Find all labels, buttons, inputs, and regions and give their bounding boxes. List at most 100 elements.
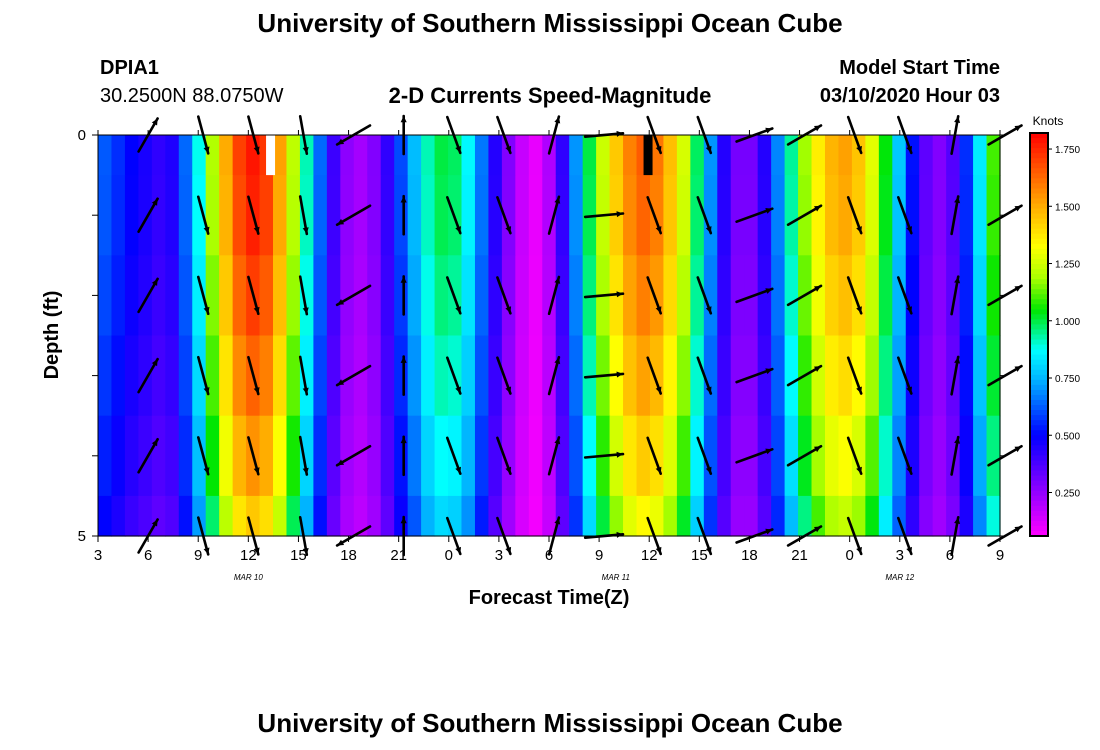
heatmap-cell bbox=[165, 175, 180, 256]
heatmap-cell bbox=[555, 175, 570, 256]
heatmap-cell bbox=[313, 415, 328, 497]
heatmap-cell bbox=[555, 335, 570, 417]
colorbar-segment bbox=[1030, 218, 1048, 225]
date-label: MAR 12 bbox=[885, 573, 914, 582]
heatmap-cell bbox=[501, 255, 516, 337]
heatmap-cell bbox=[124, 495, 139, 537]
heatmap-cell bbox=[663, 135, 678, 176]
heatmap-cell bbox=[461, 255, 476, 337]
current-vector bbox=[646, 436, 663, 476]
heatmap-cell bbox=[340, 495, 355, 537]
heatmap-cell bbox=[959, 135, 974, 176]
heatmap-cell bbox=[676, 175, 691, 256]
heatmap-cell bbox=[340, 415, 355, 497]
current-vector bbox=[987, 364, 1023, 387]
current-vector bbox=[197, 355, 210, 396]
current-vector bbox=[400, 435, 407, 477]
date-label: MAR 11 bbox=[602, 573, 630, 582]
heatmap-cell bbox=[973, 135, 988, 176]
colorbar-segment bbox=[1030, 475, 1048, 482]
colorbar-segment bbox=[1030, 505, 1048, 512]
colorbar-segment bbox=[1030, 460, 1048, 467]
x-tick-label: 18 bbox=[340, 547, 357, 564]
heatmap-cell bbox=[313, 255, 328, 337]
heatmap-cell bbox=[124, 255, 139, 337]
colorbar-tick-label: 1.250 bbox=[1055, 260, 1080, 271]
heatmap-cell bbox=[798, 495, 813, 537]
heatmap-cell bbox=[353, 255, 368, 337]
current-vector bbox=[247, 195, 260, 235]
heatmap-cell bbox=[124, 415, 139, 497]
heatmap-cell bbox=[730, 495, 745, 537]
colorbar-segment bbox=[1030, 384, 1048, 391]
heatmap-cell bbox=[488, 495, 503, 537]
current-vector bbox=[950, 275, 961, 316]
heatmap-cell bbox=[165, 495, 180, 537]
colorbar-segment bbox=[1030, 148, 1048, 154]
heatmap-cell bbox=[703, 415, 718, 497]
heatmap-cell bbox=[192, 135, 207, 176]
heatmap-cell bbox=[528, 135, 543, 176]
heatmap-cell bbox=[232, 335, 247, 417]
heatmap-cell bbox=[205, 135, 220, 176]
colorbar-segment bbox=[1030, 289, 1048, 295]
heatmap-cell bbox=[461, 175, 476, 256]
heatmap-cell bbox=[771, 175, 786, 256]
heatmap-cell bbox=[407, 135, 422, 176]
heatmap-cell bbox=[434, 335, 449, 417]
heatmap-cell bbox=[865, 335, 880, 417]
heatmap-cell bbox=[919, 335, 934, 417]
colorbar-segment bbox=[1030, 344, 1048, 351]
heatmap-cell bbox=[542, 335, 557, 417]
current-vector bbox=[950, 195, 961, 236]
current-vector bbox=[335, 364, 372, 387]
heatmap-cell bbox=[851, 335, 866, 417]
heatmap-cell bbox=[192, 415, 207, 497]
colorbar-segment bbox=[1030, 515, 1048, 522]
heatmap-cell bbox=[165, 135, 180, 176]
heatmap-cell bbox=[299, 415, 314, 497]
heatmap-cell bbox=[313, 135, 328, 176]
current-vector bbox=[137, 277, 159, 314]
heatmap-cell bbox=[488, 135, 503, 176]
heatmap-cell bbox=[676, 135, 691, 176]
heatmap-cell bbox=[205, 415, 220, 497]
current-vector bbox=[247, 436, 260, 476]
current-vector bbox=[583, 371, 625, 379]
current-vector bbox=[735, 447, 774, 464]
colorbar-segment bbox=[1030, 238, 1048, 245]
heatmap-cell bbox=[448, 495, 463, 537]
heatmap-cell bbox=[394, 335, 409, 417]
current-vector bbox=[247, 275, 260, 316]
heatmap-cell bbox=[299, 495, 314, 537]
x-tick-label: 3 bbox=[94, 547, 102, 564]
heatmap-cell bbox=[824, 135, 840, 176]
heatmap-cell bbox=[542, 495, 557, 537]
heatmap-cell bbox=[730, 415, 745, 497]
heatmap-cell bbox=[676, 255, 691, 337]
heatmap-cell bbox=[838, 335, 853, 417]
heatmap-cell bbox=[501, 175, 516, 256]
heatmap-cell bbox=[273, 135, 288, 176]
colorbar-tick-label: 0.500 bbox=[1055, 431, 1080, 442]
colorbar-segment bbox=[1030, 495, 1048, 502]
heatmap-cell bbox=[865, 135, 880, 176]
heatmap-cell bbox=[421, 415, 436, 497]
heatmap-cell bbox=[474, 415, 490, 497]
colorbar-segment bbox=[1030, 445, 1048, 451]
heatmap-cell bbox=[259, 175, 274, 256]
heatmap-cell bbox=[596, 495, 611, 537]
heatmap-cell bbox=[380, 175, 395, 256]
heatmap-cell bbox=[798, 135, 813, 176]
current-vector bbox=[197, 195, 210, 235]
heatmap-cell bbox=[878, 495, 893, 537]
heatmap-cell bbox=[717, 495, 732, 537]
colorbar-segment bbox=[1030, 349, 1048, 356]
heatmap-cell bbox=[892, 135, 907, 176]
heatmap-cell bbox=[434, 135, 449, 176]
heatmap-cell bbox=[932, 415, 947, 497]
current-vector bbox=[696, 276, 713, 315]
current-vector bbox=[735, 367, 774, 384]
heatmap-cell bbox=[515, 175, 530, 256]
heatmap-cell bbox=[528, 335, 543, 417]
